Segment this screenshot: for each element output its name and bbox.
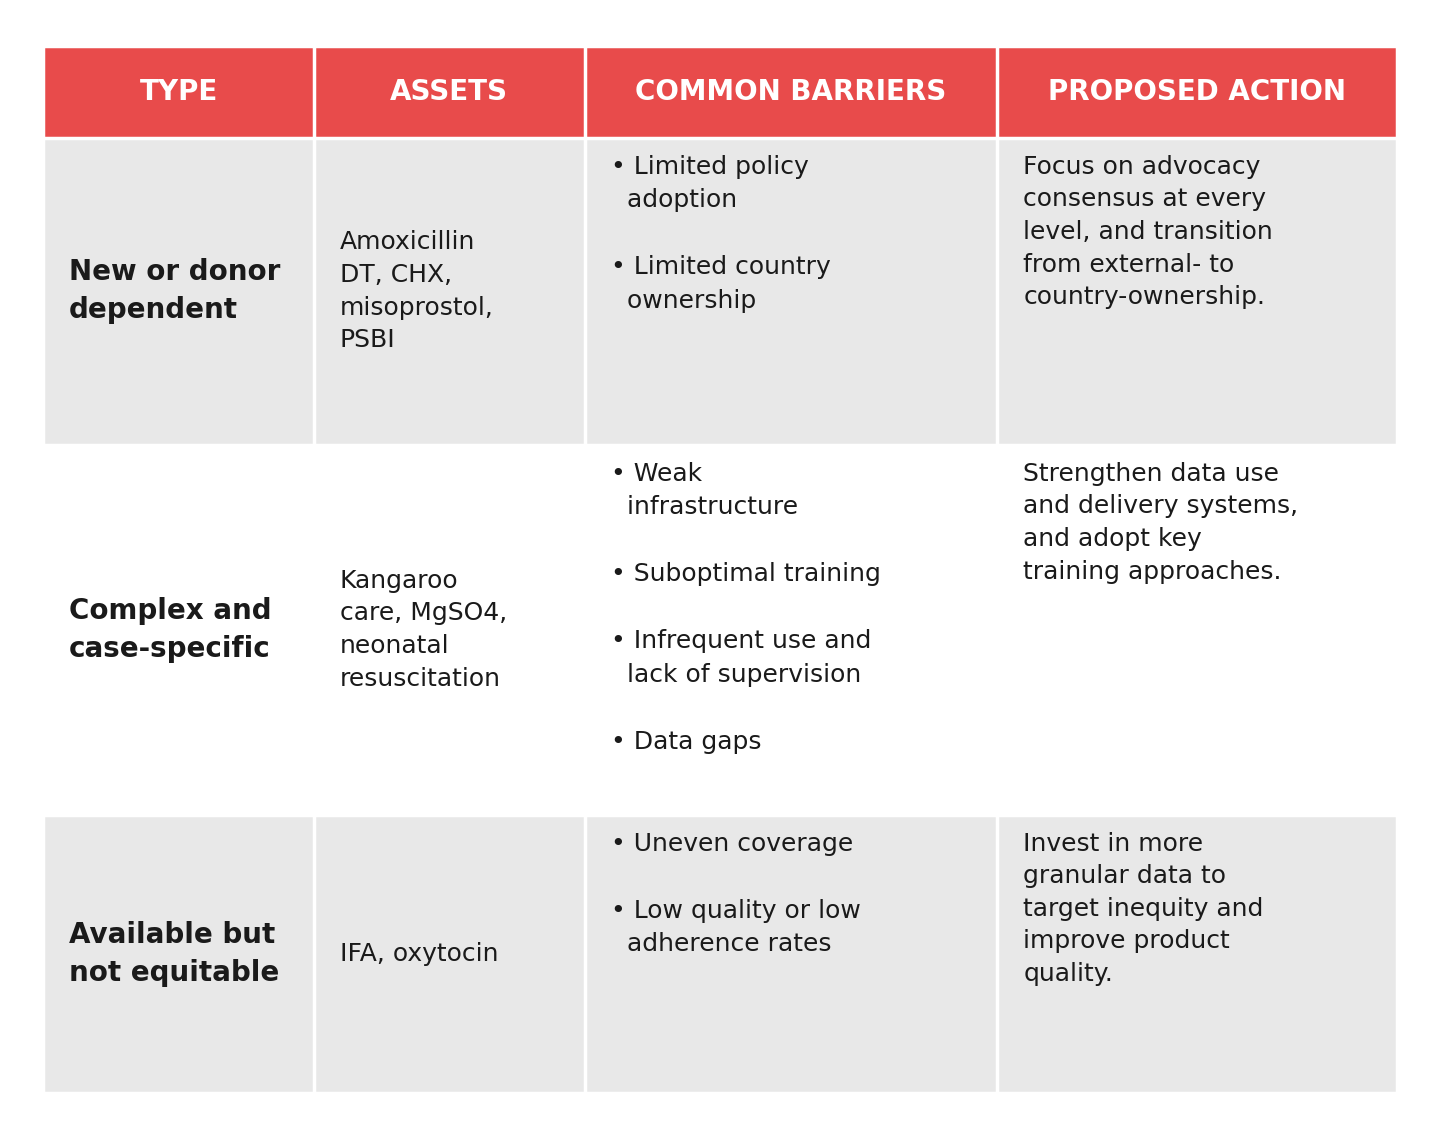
Text: TYPE: TYPE: [140, 77, 217, 106]
Text: Invest in more
granular data to
target inequity and
improve product
quality.: Invest in more granular data to target i…: [1024, 831, 1264, 986]
Bar: [314, 814, 585, 1093]
Bar: [43, 46, 314, 138]
Bar: [314, 445, 585, 814]
Bar: [43, 814, 314, 1093]
Text: Available but
not equitable: Available but not equitable: [69, 921, 279, 988]
Bar: [585, 445, 998, 814]
Bar: [998, 814, 1397, 1093]
Bar: [585, 138, 998, 445]
Bar: [43, 445, 314, 814]
Text: • Uneven coverage

• Low quality or low
  adherence rates: • Uneven coverage • Low quality or low a…: [611, 831, 861, 957]
Bar: [998, 46, 1397, 138]
Text: Kangaroo
care, MgSO4,
neonatal
resuscitation: Kangaroo care, MgSO4, neonatal resuscita…: [340, 568, 507, 690]
Bar: [43, 138, 314, 445]
Bar: [585, 46, 998, 138]
Bar: [585, 814, 998, 1093]
Text: • Limited policy
  adoption

• Limited country
  ownership: • Limited policy adoption • Limited coun…: [611, 155, 831, 313]
Text: Complex and
case-specific: Complex and case-specific: [69, 597, 272, 663]
Text: New or donor
dependent: New or donor dependent: [69, 259, 281, 325]
Text: COMMON BARRIERS: COMMON BARRIERS: [635, 77, 946, 106]
Bar: [314, 138, 585, 445]
Text: Strengthen data use
and delivery systems,
and adopt key
training approaches.: Strengthen data use and delivery systems…: [1024, 462, 1299, 583]
Bar: [314, 46, 585, 138]
Text: PROPOSED ACTION: PROPOSED ACTION: [1048, 77, 1346, 106]
Text: Amoxicillin
DT, CHX,
misoprostol,
PSBI: Amoxicillin DT, CHX, misoprostol, PSBI: [340, 230, 494, 352]
Text: Focus on advocacy
consensus at every
level, and transition
from external- to
cou: Focus on advocacy consensus at every lev…: [1024, 155, 1273, 309]
Bar: [998, 138, 1397, 445]
Text: IFA, oxytocin: IFA, oxytocin: [340, 942, 498, 966]
Bar: [998, 445, 1397, 814]
Text: • Weak
  infrastructure

• Suboptimal training

• Infrequent use and
  lack of s: • Weak infrastructure • Suboptimal train…: [611, 462, 880, 754]
Text: ASSETS: ASSETS: [390, 77, 508, 106]
